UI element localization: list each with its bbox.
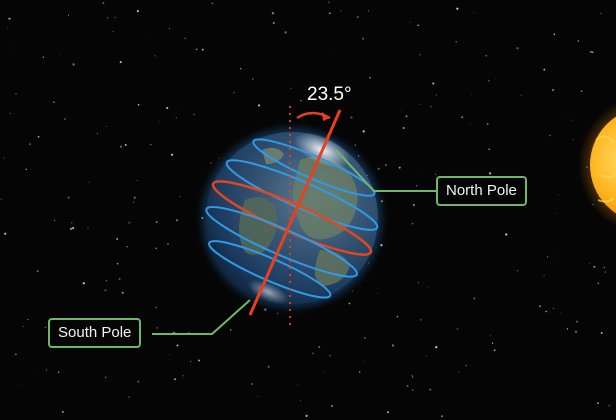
- south-pole-label: South Pole: [48, 318, 142, 348]
- tilt-arrow-icon: [296, 111, 331, 121]
- north-pole-leader: [335, 149, 436, 192]
- south-pole-leader: [152, 299, 251, 335]
- tilt-angle-label: 23.5°: [307, 84, 352, 105]
- sun-icon: [578, 102, 616, 228]
- north-pole-label: North Pole: [436, 176, 527, 206]
- earth-axis: [248, 109, 342, 316]
